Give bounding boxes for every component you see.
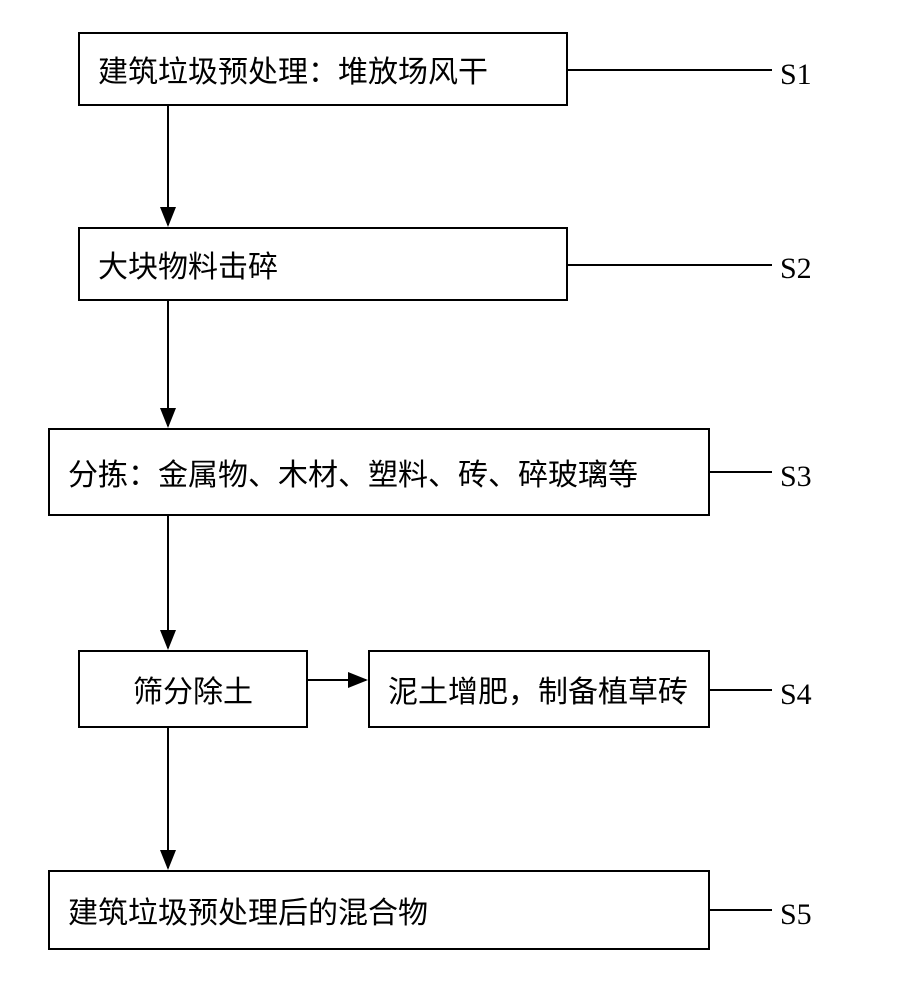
step-label-s2: S2	[780, 252, 812, 286]
node-s3-text: 分拣：金属物、木材、塑料、砖、碎玻璃等	[68, 450, 638, 494]
step-label-s1: S1	[780, 58, 812, 92]
node-s2: 大块物料击碎	[78, 227, 568, 301]
node-s4a: 筛分除土	[78, 650, 308, 728]
node-s4a-text: 筛分除土	[133, 667, 253, 711]
node-s4b: 泥土增肥，制备植草砖	[368, 650, 710, 728]
node-s1: 建筑垃圾预处理：堆放场风干	[78, 32, 568, 106]
node-s2-text: 大块物料击碎	[98, 242, 278, 286]
node-s3: 分拣：金属物、木材、塑料、砖、碎玻璃等	[48, 428, 710, 516]
node-s1-text: 建筑垃圾预处理：堆放场风干	[98, 47, 488, 91]
step-label-s4: S4	[780, 678, 812, 712]
step-label-s5: S5	[780, 898, 812, 932]
node-s4b-text: 泥土增肥，制备植草砖	[388, 667, 688, 711]
step-label-s3: S3	[780, 460, 812, 494]
flowchart-canvas: 建筑垃圾预处理：堆放场风干 大块物料击碎 分拣：金属物、木材、塑料、砖、碎玻璃等…	[0, 0, 916, 1000]
node-s5-text: 建筑垃圾预处理后的混合物	[68, 888, 428, 932]
node-s5: 建筑垃圾预处理后的混合物	[48, 870, 710, 950]
